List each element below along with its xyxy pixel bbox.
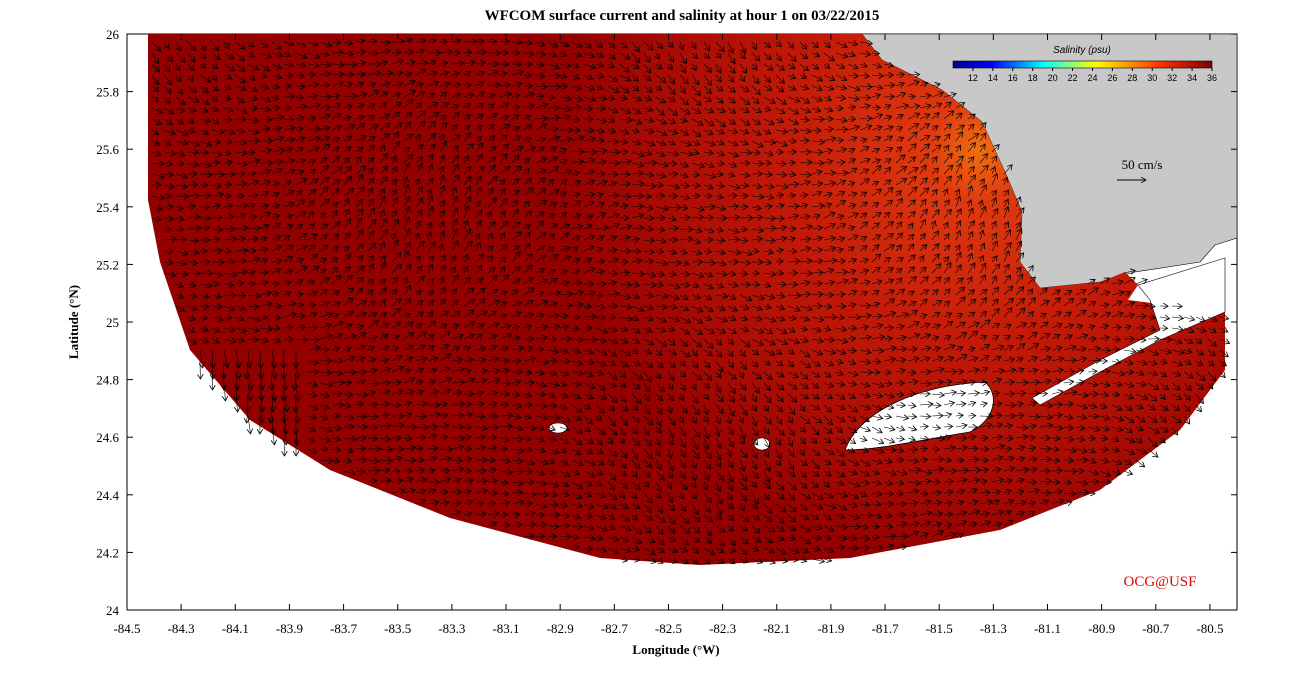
x-tick-label: -81.5 bbox=[926, 621, 953, 636]
y-tick-label: 24.4 bbox=[96, 488, 119, 503]
x-tick-label: -84.1 bbox=[222, 621, 249, 636]
y-tick-label: 25.8 bbox=[96, 85, 119, 100]
y-tick-label: 25.6 bbox=[96, 142, 119, 157]
y-tick-label: 26 bbox=[106, 27, 120, 42]
colorbar-tick-label: 24 bbox=[1087, 73, 1097, 83]
scale-label: 50 cm/s bbox=[1122, 157, 1163, 172]
title: WFCOM surface current and salinity at ho… bbox=[485, 8, 880, 24]
y-tick-label: 25.2 bbox=[96, 257, 119, 272]
colorbar-tick-label: 18 bbox=[1028, 73, 1038, 83]
x-axis-label: Longitude (°W) bbox=[632, 642, 719, 657]
colorbar-tick-label: 20 bbox=[1048, 73, 1058, 83]
x-tick-label: -80.7 bbox=[1142, 621, 1170, 636]
colorbar bbox=[953, 61, 1212, 68]
y-tick-label: 25.4 bbox=[96, 200, 119, 215]
x-tick-label: -82.7 bbox=[601, 621, 629, 636]
y-axis-label: Latitude (°N) bbox=[66, 285, 81, 359]
y-tick-label: 24.8 bbox=[96, 373, 119, 388]
colorbar-tick-label: 26 bbox=[1107, 73, 1117, 83]
x-tick-label: -83.7 bbox=[330, 621, 358, 636]
x-tick-label: -84.5 bbox=[113, 621, 140, 636]
y-tick-label: 24 bbox=[106, 603, 120, 618]
x-tick-label: -80.5 bbox=[1196, 621, 1223, 636]
colorbar-tick-label: 22 bbox=[1068, 73, 1078, 83]
x-tick-label: -83.3 bbox=[438, 621, 465, 636]
colorbar-tick-label: 16 bbox=[1008, 73, 1018, 83]
colorbar-tick-label: 32 bbox=[1167, 73, 1177, 83]
x-tick-label: -83.9 bbox=[276, 621, 303, 636]
x-tick-label: -81.3 bbox=[980, 621, 1007, 636]
x-tick-label: -82.9 bbox=[547, 621, 574, 636]
colorbar-title: Salinity (psu) bbox=[1053, 45, 1111, 56]
colorbar-tick-label: 30 bbox=[1147, 73, 1157, 83]
x-tick-label: -83.5 bbox=[384, 621, 411, 636]
credit: OCG@USF bbox=[1123, 574, 1196, 590]
colorbar-tick-label: 14 bbox=[988, 73, 998, 83]
x-tick-label: -81.1 bbox=[1034, 621, 1061, 636]
colorbar-tick-label: 12 bbox=[968, 73, 978, 83]
x-tick-label: -81.7 bbox=[872, 621, 900, 636]
x-tick-label: -82.1 bbox=[763, 621, 790, 636]
colorbar-tick-label: 28 bbox=[1127, 73, 1137, 83]
colorbar-tick-label: 34 bbox=[1187, 73, 1197, 83]
x-tick-label: -82.3 bbox=[709, 621, 736, 636]
y-tick-label: 24.2 bbox=[96, 545, 119, 560]
x-tick-label: -81.9 bbox=[817, 621, 844, 636]
island bbox=[549, 423, 567, 433]
y-tick-label: 25 bbox=[106, 315, 119, 330]
x-tick-label: -80.9 bbox=[1088, 621, 1115, 636]
x-tick-label: -82.5 bbox=[655, 621, 682, 636]
y-tick-label: 24.6 bbox=[96, 430, 119, 445]
x-tick-label: -83.1 bbox=[492, 621, 519, 636]
colorbar-tick-label: 36 bbox=[1207, 73, 1217, 83]
x-tick-label: -84.3 bbox=[168, 621, 195, 636]
